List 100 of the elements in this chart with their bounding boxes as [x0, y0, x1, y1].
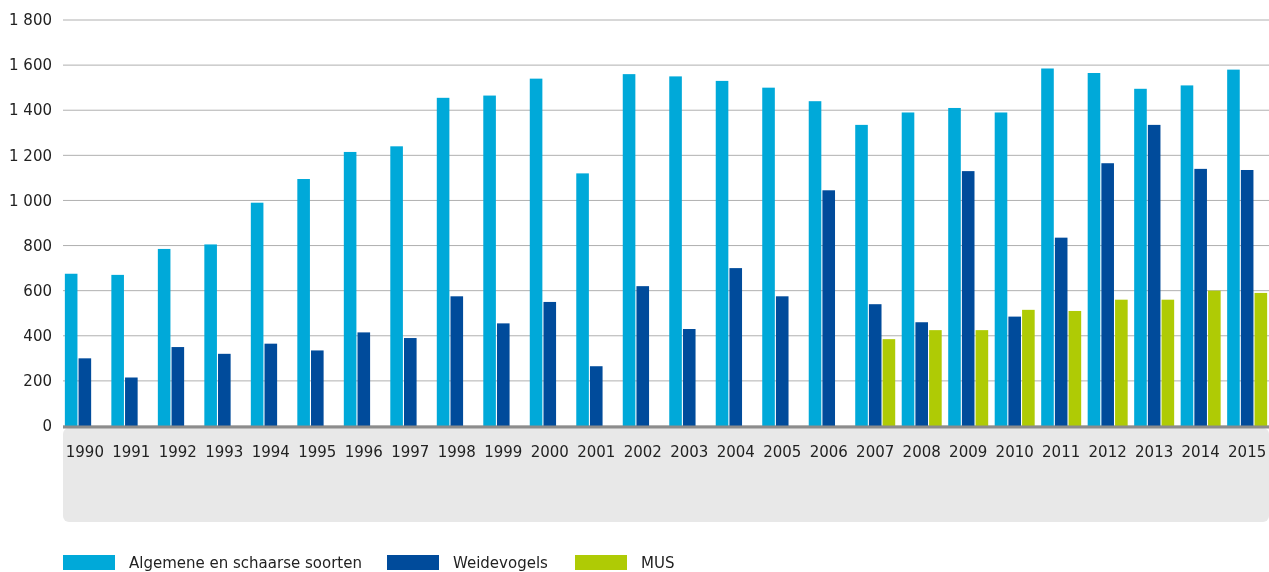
bar: [483, 95, 496, 426]
bar: [576, 173, 589, 426]
x-tick-label: 1999: [484, 443, 523, 462]
y-tick-label: 1 800: [9, 11, 52, 30]
bar: [404, 338, 417, 426]
bar: [1254, 292, 1268, 426]
bar: [357, 332, 371, 426]
bar: [111, 274, 124, 426]
bar: [868, 304, 882, 426]
x-tick-label: 2001: [577, 443, 616, 462]
bar: [1194, 168, 1207, 426]
bar: [822, 190, 836, 426]
bar: [994, 112, 1008, 426]
bar: [636, 286, 650, 426]
bar: [808, 101, 822, 426]
legend-label: MUS: [641, 554, 675, 572]
x-tick-label: 1992: [158, 443, 197, 462]
x-tick-label: 2015: [1228, 443, 1267, 462]
bar: [204, 244, 217, 426]
bar: [496, 323, 510, 426]
bar: [218, 353, 231, 426]
x-tick-label: 1996: [344, 443, 383, 462]
bar: [1101, 163, 1114, 426]
legend-label: Algemene en schaarse soorten: [129, 554, 362, 572]
bar: [1208, 290, 1221, 426]
bar: [171, 347, 185, 426]
x-tick-label: 1994: [251, 443, 290, 462]
bar: [529, 78, 543, 426]
bar: [855, 124, 868, 426]
bar: [1054, 237, 1068, 426]
bar: [915, 322, 928, 426]
y-tick-label: 1 600: [9, 56, 52, 75]
y-tick-label: 800: [23, 236, 52, 255]
x-tick-label: 2012: [1088, 443, 1127, 462]
bar: [64, 273, 78, 426]
bar: [1134, 88, 1147, 426]
bar: [450, 296, 464, 426]
bar: [948, 107, 961, 426]
y-tick-label: 1 200: [9, 146, 52, 165]
bar: [250, 202, 264, 426]
x-tick-label: 2011: [1042, 443, 1081, 462]
bar: [1161, 299, 1175, 426]
legend-label: Weidevogels: [453, 554, 549, 572]
x-tick-label: 2007: [856, 443, 895, 462]
x-tick-label: 2002: [623, 443, 662, 462]
x-tick-label: 1997: [391, 443, 430, 462]
x-tick-label: 2006: [809, 443, 848, 462]
bar: [264, 343, 278, 426]
bar: [1087, 73, 1101, 426]
bar: [125, 377, 138, 426]
bar: [1022, 309, 1035, 426]
bar: [1227, 69, 1240, 426]
x-tick-label: 1998: [437, 443, 476, 462]
x-tick-label: 1993: [205, 443, 244, 462]
x-tick-label: 2009: [949, 443, 988, 462]
bar: [1115, 299, 1128, 426]
y-tick-label: 1 400: [9, 101, 52, 120]
bar: [78, 358, 92, 426]
bar: [729, 268, 743, 426]
x-tick-label: 2000: [530, 443, 569, 462]
x-tick-label: 2008: [902, 443, 941, 462]
x-tick-label: 1990: [65, 443, 104, 462]
bar: [669, 76, 682, 426]
bar: [1068, 310, 1082, 426]
y-tick-label: 1 000: [9, 191, 52, 210]
bar: [436, 97, 450, 426]
bar: [297, 179, 310, 426]
bar: [1041, 68, 1054, 426]
bar: [901, 112, 915, 426]
bar: [311, 350, 324, 426]
y-tick-label: 0: [42, 417, 52, 436]
bar: [682, 329, 696, 426]
bar: [975, 330, 989, 426]
bar: [543, 301, 557, 426]
x-tick-label: 2003: [670, 443, 709, 462]
x-tick-label: 2004: [716, 443, 755, 462]
x-tick-label: 1995: [298, 443, 337, 462]
bar: [390, 146, 403, 426]
x-tick-label: 1991: [112, 443, 151, 462]
x-tick-label: 2005: [763, 443, 802, 462]
x-tick-label: 2010: [995, 443, 1034, 462]
bar: [589, 366, 603, 426]
bar: [762, 87, 775, 426]
x-tick-label: 2013: [1135, 443, 1174, 462]
bar: [775, 296, 789, 426]
x-tick-label: 2014: [1181, 443, 1220, 462]
y-tick-label: 200: [23, 372, 52, 391]
y-tick-label: 400: [23, 327, 52, 346]
bar: [157, 248, 171, 426]
bar: [929, 330, 942, 426]
bar: [882, 339, 896, 426]
y-tick-label: 600: [23, 281, 52, 300]
bar: [1147, 124, 1161, 426]
bar: [1008, 316, 1021, 426]
bar: [622, 74, 636, 426]
bar: [1180, 85, 1194, 426]
bar: [343, 151, 357, 426]
bar: [961, 171, 975, 426]
bar: [715, 80, 729, 426]
bar: [1240, 169, 1254, 426]
